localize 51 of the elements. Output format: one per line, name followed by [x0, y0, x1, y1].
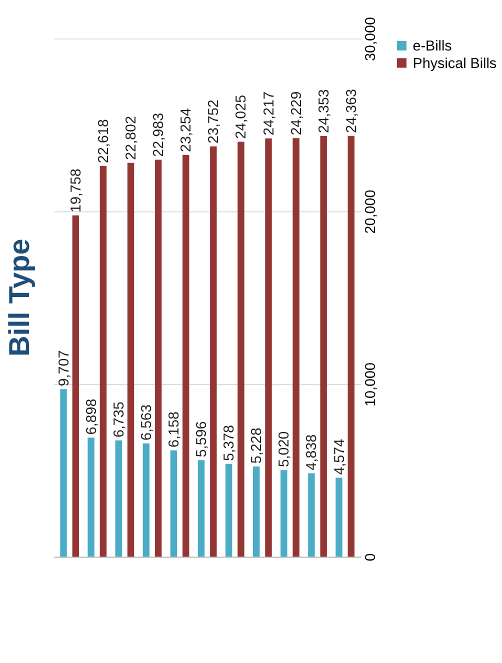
- bar: [154, 160, 162, 557]
- y-tick-label: 0: [362, 553, 379, 562]
- bar: [182, 155, 190, 557]
- data-label: 9,707: [56, 350, 72, 386]
- data-label: 19,758: [68, 168, 84, 213]
- data-label: 23,752: [206, 100, 222, 144]
- text: Bill Type: [4, 238, 36, 357]
- bar: [280, 470, 288, 557]
- data-label: 24,353: [316, 89, 332, 134]
- data-label: 24,217: [261, 92, 278, 136]
- bar: [88, 438, 94, 557]
- data-label: 6,735: [111, 402, 128, 438]
- bar: [292, 138, 300, 557]
- y-tick-label: 10,000: [362, 362, 379, 406]
- bar: [127, 162, 134, 557]
- bar: [170, 450, 178, 557]
- bar: [115, 440, 122, 557]
- bar: [100, 166, 107, 557]
- bar: [336, 478, 342, 557]
- data-label: 24,025: [234, 94, 250, 139]
- y-tick-label: 30,000: [362, 16, 379, 61]
- data-label: 4,838: [304, 434, 320, 470]
- data-label: 22,618: [96, 119, 112, 164]
- bar: [225, 464, 232, 557]
- data-label: 6,158: [166, 412, 182, 448]
- bar: [265, 138, 272, 557]
- bar: [252, 466, 260, 557]
- data-label: 22,983: [151, 112, 168, 157]
- y-tick-label: 20,000: [362, 190, 379, 234]
- bar: [238, 142, 244, 557]
- data-label: 4,574: [332, 438, 348, 475]
- legend-label: Physical Bills: [412, 56, 497, 72]
- data-label: 5,378: [222, 425, 238, 461]
- data-label: 6,563: [138, 404, 155, 441]
- bar: [348, 136, 354, 557]
- bar: [320, 136, 327, 557]
- legend-label: e-Bills: [412, 38, 452, 54]
- data-label: 22,802: [124, 116, 140, 160]
- bar: [198, 460, 205, 557]
- data-label: 5,228: [249, 428, 266, 464]
- bar: [308, 473, 315, 557]
- data-label: 24,229: [288, 91, 305, 136]
- data-label: 6,898: [84, 398, 100, 435]
- data-label: 5,596: [194, 421, 210, 458]
- bar: [142, 443, 150, 557]
- data-label: 5,020: [276, 431, 293, 468]
- bar: [210, 146, 217, 557]
- bar: [72, 215, 80, 557]
- data-label: 24,363: [344, 89, 360, 133]
- data-label: 23,254: [178, 108, 195, 152]
- bar: [60, 389, 67, 557]
